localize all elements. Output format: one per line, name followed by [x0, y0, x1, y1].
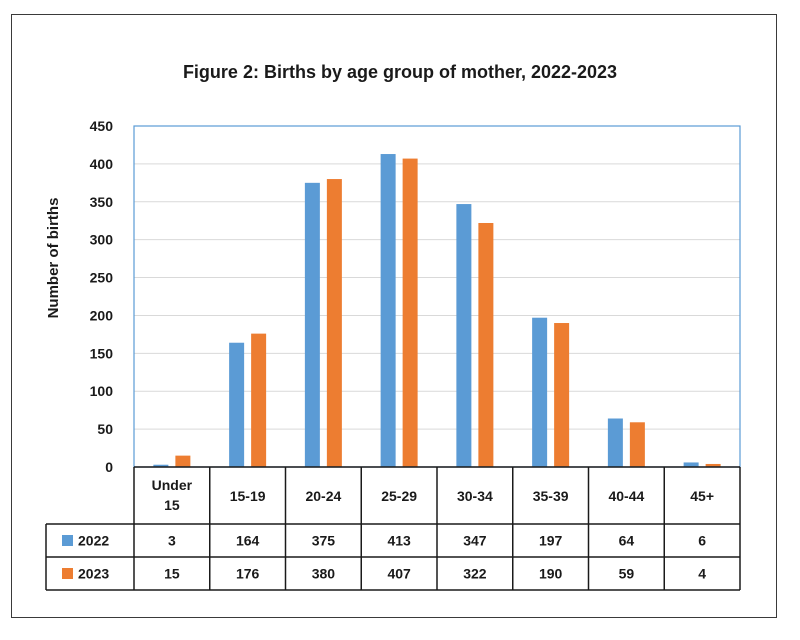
table-cell-value: 4 [698, 566, 706, 582]
y-tick-label: 300 [90, 232, 114, 248]
table-cell-value: 15 [164, 566, 180, 582]
table-cell-value: 6 [698, 533, 706, 549]
x-category-label: 35-39 [533, 488, 569, 504]
bar-2023-5 [554, 323, 570, 467]
legend-swatch-2023 [62, 568, 73, 579]
x-category-label: 15 [164, 497, 180, 513]
y-tick-label: 100 [90, 383, 114, 399]
bar-2023-1 [251, 333, 267, 467]
y-tick-label: 450 [90, 118, 114, 134]
x-category-label: 40-44 [608, 488, 644, 504]
table-cell-value: 322 [463, 566, 487, 582]
table-cell-value: 407 [387, 566, 411, 582]
table-cell-value: 375 [312, 533, 336, 549]
legend-label: 2023 [78, 566, 109, 582]
bar-2022-3 [380, 154, 396, 467]
bar-2023-2 [326, 179, 342, 468]
y-axis-label: Number of births [45, 198, 62, 319]
x-category-label: 20-24 [305, 488, 341, 504]
bar-2022-5 [532, 317, 548, 467]
x-category-label: Under [152, 477, 193, 493]
plot-area-border [133, 125, 741, 468]
bar-2023-6 [629, 422, 645, 467]
bar-2023-0 [175, 455, 191, 467]
bar-2022-1 [229, 342, 245, 467]
bar-2022-4 [456, 204, 472, 467]
x-category-label: 25-29 [381, 488, 417, 504]
table-cell-value: 380 [312, 566, 336, 582]
y-tick-label: 50 [97, 421, 113, 437]
table-cell-value: 413 [387, 533, 411, 549]
axis-layer: 0 50 100 150 200 250 300 350 400 450 [90, 118, 741, 475]
y-tick-label: 200 [90, 307, 114, 323]
table-cell-value: 164 [236, 533, 260, 549]
y-tick-label: 150 [90, 345, 114, 361]
bar-2022-7 [683, 462, 699, 467]
legend-label: 2022 [78, 533, 109, 549]
bar-2022-2 [304, 182, 320, 468]
x-category-label: 45+ [690, 488, 714, 504]
y-tick-label: 350 [90, 194, 114, 210]
bar-2023-3 [402, 158, 418, 467]
x-category-label: 30-34 [457, 488, 493, 504]
chart-title: Figure 2: Births by age group of mother,… [183, 62, 617, 82]
data-table: Under 15 15-19 20-24 25-29 30-34 35-39 40-44 45+… [45, 466, 741, 591]
bar-2022-6 [607, 418, 623, 467]
bar-2022-0 [153, 464, 169, 467]
y-tick-label: 400 [90, 156, 114, 172]
grid-layer [134, 125, 740, 430]
y-tick-label: 250 [90, 270, 114, 286]
table-cell-value: 59 [619, 566, 635, 582]
x-category-label: 15-19 [230, 488, 266, 504]
legend-swatch-2022 [62, 535, 73, 546]
bar-2023-4 [478, 222, 494, 467]
table-cell-value: 3 [168, 533, 176, 549]
table-cell-value: 190 [539, 566, 563, 582]
bar-2023-7 [705, 463, 721, 467]
table-cell-value: 197 [539, 533, 563, 549]
table-cell-value: 64 [619, 533, 635, 549]
table-cell-value: 176 [236, 566, 260, 582]
table-cell-value: 347 [463, 533, 487, 549]
bars-layer [153, 154, 721, 468]
y-tick-label: 0 [105, 459, 113, 475]
